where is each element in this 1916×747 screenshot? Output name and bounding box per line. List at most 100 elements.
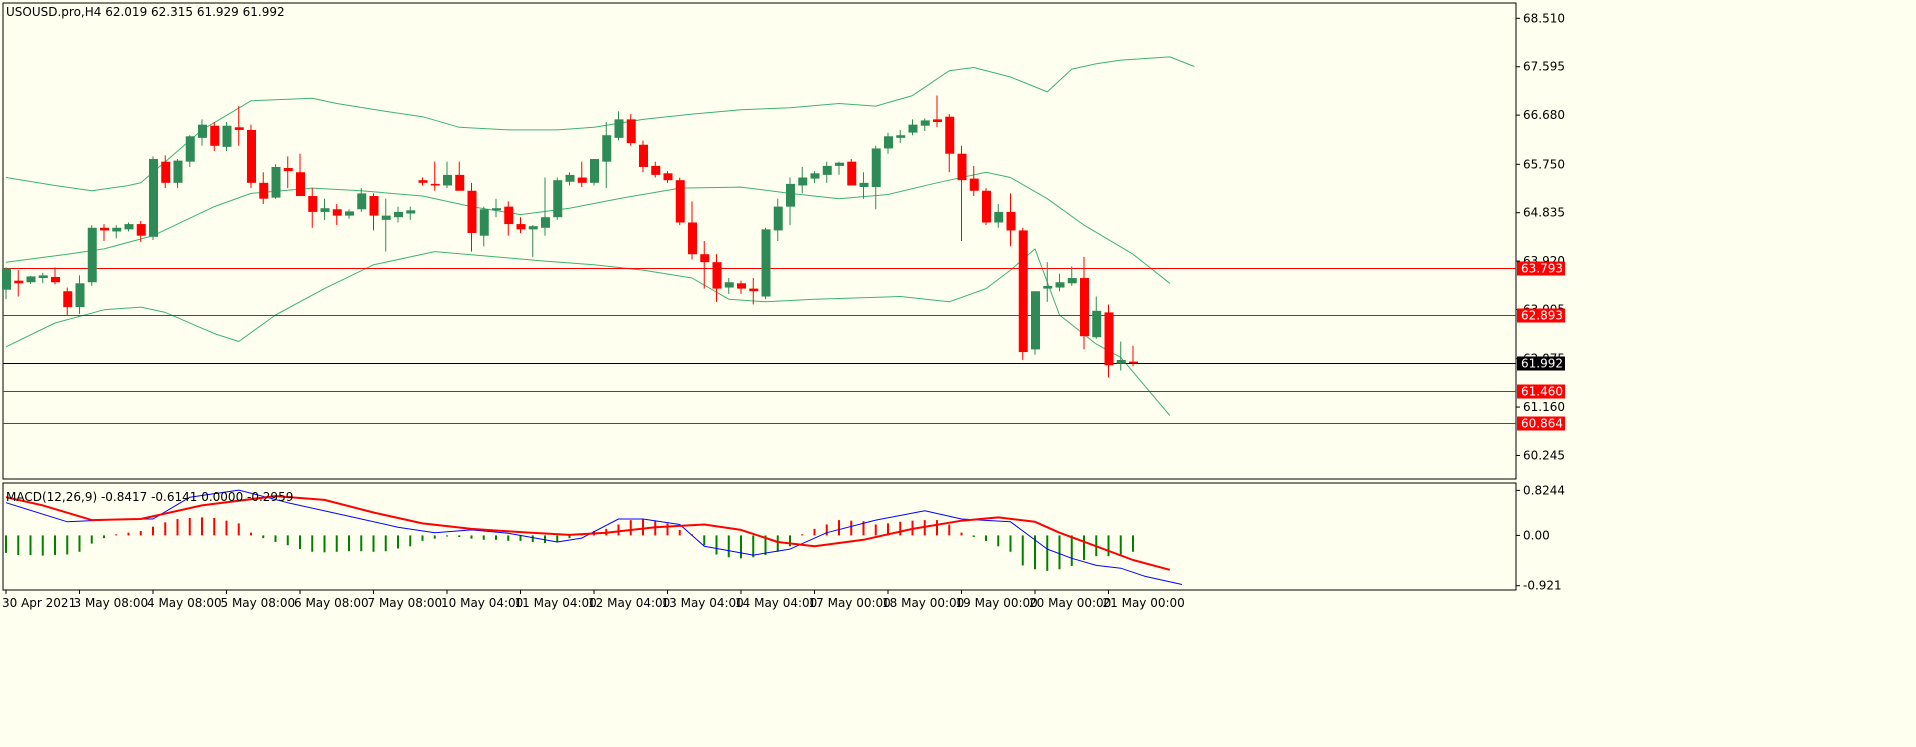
candle[interactable] [1104,304,1114,378]
candle[interactable] [222,122,232,152]
time-tick-label: 11 May 04:00 [515,596,597,610]
bollinger-lower-line [5,248,1171,416]
candle[interactable] [651,161,661,178]
candle[interactable] [663,171,673,183]
candle[interactable] [749,278,759,305]
candle-body [700,254,710,263]
candle[interactable] [565,172,575,186]
candle[interactable] [455,161,465,191]
candle[interactable] [369,193,379,231]
candle[interactable] [626,114,636,146]
candle[interactable] [810,171,820,183]
candle[interactable] [908,119,918,136]
candle[interactable] [418,177,428,186]
candle[interactable] [712,254,722,302]
candle[interactable] [994,203,1004,228]
time-tick-label: 10 May 04:00 [441,596,523,610]
candle[interactable] [871,145,881,210]
candle[interactable] [136,220,146,243]
candle[interactable] [577,161,587,188]
candle[interactable] [1018,227,1028,360]
candle[interactable] [296,153,305,197]
candle[interactable] [822,161,832,183]
candle[interactable] [786,177,795,226]
candle[interactable] [479,206,489,247]
candle[interactable] [1031,291,1040,355]
candle[interactable] [63,287,73,316]
candle[interactable] [847,159,857,186]
candle[interactable] [26,275,36,284]
candle[interactable] [259,172,269,204]
candle[interactable] [1055,273,1065,292]
candle[interactable] [737,280,746,294]
candle[interactable] [320,198,330,220]
candle[interactable] [504,201,514,236]
candle[interactable] [1129,345,1138,367]
candle[interactable] [835,161,844,175]
candle[interactable] [173,159,183,189]
candle[interactable] [798,166,808,194]
candle[interactable] [492,198,501,218]
candle[interactable] [773,198,783,241]
candle[interactable] [75,275,85,314]
candle[interactable] [945,114,955,173]
candle[interactable] [467,182,477,252]
candle[interactable] [51,267,60,285]
candle[interactable] [884,132,893,154]
candle[interactable] [38,272,48,284]
candle[interactable] [185,135,195,167]
candle[interactable] [100,224,109,241]
candle[interactable] [381,198,391,252]
candle[interactable] [247,124,256,189]
candle[interactable] [198,119,207,146]
candle[interactable] [210,122,220,152]
candle[interactable] [1006,193,1016,247]
candle[interactable] [688,201,697,260]
candle[interactable] [2,267,11,300]
candle[interactable] [14,270,24,297]
candle[interactable] [553,177,563,220]
candle[interactable] [982,188,991,226]
candle[interactable] [957,145,967,241]
candle[interactable] [541,177,550,236]
candle[interactable] [969,165,979,197]
candle[interactable] [345,209,354,219]
candle[interactable] [1092,296,1102,339]
candle[interactable] [920,118,930,131]
candle[interactable] [933,95,942,128]
candle[interactable] [1067,266,1077,286]
candle[interactable] [271,164,281,199]
candle[interactable] [639,140,648,173]
candle[interactable] [1080,256,1089,350]
candle[interactable] [283,156,293,189]
candle[interactable] [332,203,342,226]
candle[interactable] [1116,341,1126,371]
candle[interactable] [112,225,122,239]
candle[interactable] [859,172,869,199]
candle[interactable] [614,111,624,141]
candle[interactable] [516,217,526,234]
candle[interactable] [406,206,416,220]
candle[interactable] [724,278,734,294]
candle[interactable] [87,225,97,286]
candle[interactable] [394,206,403,223]
candle-body [1006,211,1016,231]
candle[interactable] [700,241,710,289]
candle[interactable] [161,155,171,189]
candle[interactable] [590,159,599,186]
candle[interactable] [675,177,685,226]
candle[interactable] [761,227,771,300]
candle[interactable] [149,156,158,240]
candle[interactable] [528,225,538,257]
candle[interactable] [234,106,244,146]
candle-body [761,229,771,297]
candle[interactable] [602,122,612,189]
candle[interactable] [124,222,134,232]
candle[interactable] [357,188,367,212]
candle[interactable] [430,161,440,191]
candle[interactable] [443,161,452,189]
candle[interactable] [308,188,318,228]
candle[interactable] [896,129,906,144]
candle[interactable] [1043,262,1053,302]
